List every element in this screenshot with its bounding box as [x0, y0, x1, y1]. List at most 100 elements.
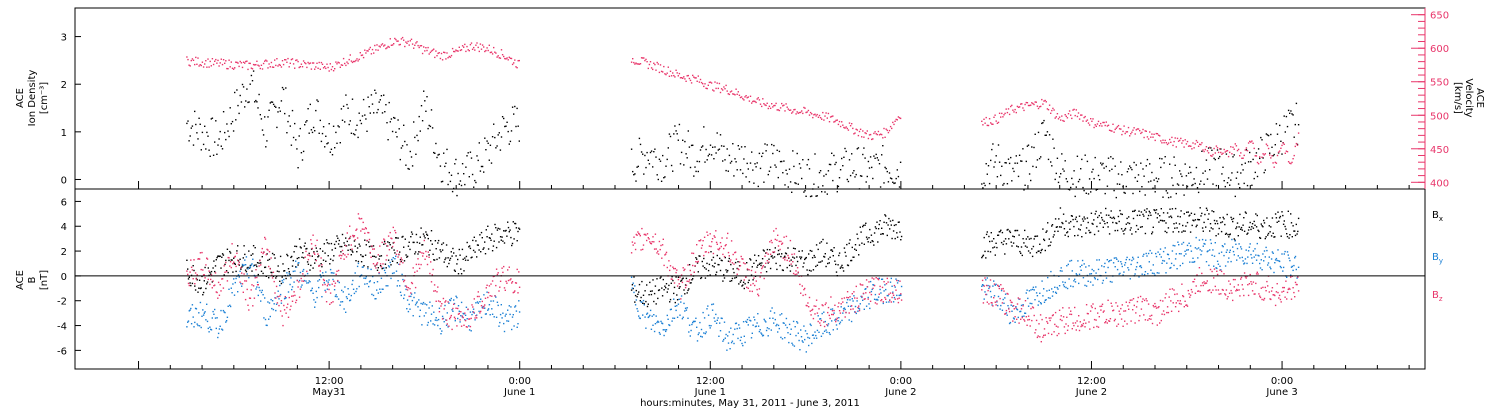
velocity-point: [706, 87, 708, 90]
bx-point: [1107, 226, 1109, 228]
by-point: [809, 323, 811, 325]
bz-point: [360, 230, 362, 232]
bx-point: [376, 269, 379, 271]
bx-point: [768, 258, 770, 260]
density-point: [499, 149, 502, 151]
bx-point: [658, 289, 661, 291]
velocity-point: [1067, 113, 1070, 115]
density-point: [1037, 131, 1040, 134]
by-point: [900, 294, 902, 296]
by-point: [754, 319, 756, 321]
by-point: [252, 265, 255, 267]
density-point: [853, 170, 855, 172]
bz-point: [778, 240, 780, 243]
density-point: [337, 125, 339, 127]
velocity-point: [1127, 126, 1130, 129]
density-point: [998, 161, 1001, 163]
by-point: [1119, 272, 1121, 275]
bx-point: [486, 236, 488, 238]
velocity-point: [1037, 107, 1040, 110]
by-point: [824, 320, 826, 323]
bx-point: [1247, 229, 1250, 231]
by-point: [1241, 256, 1243, 259]
bz-point: [665, 251, 668, 254]
bx-point: [418, 242, 421, 244]
velocity-point: [195, 56, 197, 59]
density-point: [284, 112, 286, 115]
velocity-point: [261, 68, 264, 70]
bx-point: [1165, 222, 1167, 224]
velocity-point: [1133, 127, 1135, 129]
bx-point: [889, 220, 892, 222]
bx-point: [1176, 227, 1178, 229]
velocity-point: [753, 100, 755, 102]
bz-point: [781, 243, 783, 245]
by-point: [681, 318, 684, 320]
by-point: [778, 327, 780, 330]
bz-point: [776, 239, 778, 241]
density-point: [866, 175, 868, 178]
velocity-point: [879, 133, 882, 135]
bx-point: [729, 280, 731, 282]
density-point: [352, 133, 355, 135]
by-point: [268, 302, 271, 304]
by-point: [298, 262, 300, 264]
bx-point: [1181, 231, 1183, 233]
bx-point: [1164, 230, 1166, 233]
bx-point: [187, 268, 189, 270]
by-point: [1049, 297, 1051, 299]
bx-point: [518, 228, 521, 230]
bz-point: [991, 302, 993, 304]
bx-point: [1243, 230, 1246, 232]
by-point: [710, 325, 712, 327]
bz-point: [791, 253, 793, 256]
velocity-point: [349, 54, 351, 56]
bx-point: [467, 259, 469, 261]
velocity-point: [1044, 99, 1046, 102]
by-point: [333, 272, 335, 274]
bz-point: [989, 279, 992, 281]
velocity-point: [1189, 145, 1191, 147]
velocity-point: [1163, 142, 1165, 144]
bx-point: [1245, 212, 1247, 214]
velocity-point: [290, 58, 293, 61]
bx-point: [351, 250, 353, 252]
by-point: [1155, 252, 1157, 255]
by-point: [223, 311, 225, 313]
bz-point: [855, 285, 857, 288]
velocity-point: [778, 109, 781, 112]
density-point: [883, 182, 885, 184]
by-point: [1240, 246, 1242, 248]
bz-point: [680, 298, 682, 300]
bx-point: [892, 219, 894, 222]
density-point: [678, 123, 681, 126]
bz-point: [640, 249, 642, 251]
velocity-point: [991, 123, 993, 125]
density-point: [639, 143, 642, 146]
by-point: [688, 324, 691, 326]
by-point: [1256, 242, 1258, 245]
bz-point: [290, 305, 292, 307]
bx-point: [780, 255, 782, 258]
velocity-point: [478, 50, 480, 53]
bz-point: [743, 279, 745, 281]
bz-point: [1047, 332, 1050, 335]
density-point: [734, 158, 736, 160]
bx-point: [291, 255, 293, 258]
velocity-point: [1219, 148, 1221, 150]
density-point: [1114, 165, 1116, 167]
bz-point: [849, 296, 851, 298]
bz-point: [777, 234, 779, 236]
by-point: [831, 308, 834, 310]
density-point: [320, 140, 323, 143]
density-point: [777, 176, 779, 179]
by-point: [198, 325, 201, 327]
bz-point: [1024, 320, 1026, 322]
bx-point: [357, 260, 360, 263]
by-point: [342, 291, 344, 293]
by-point: [376, 281, 379, 283]
bz-point: [854, 311, 857, 313]
bz-point: [989, 286, 991, 288]
velocity-point: [708, 81, 711, 84]
bz-point: [696, 244, 698, 246]
